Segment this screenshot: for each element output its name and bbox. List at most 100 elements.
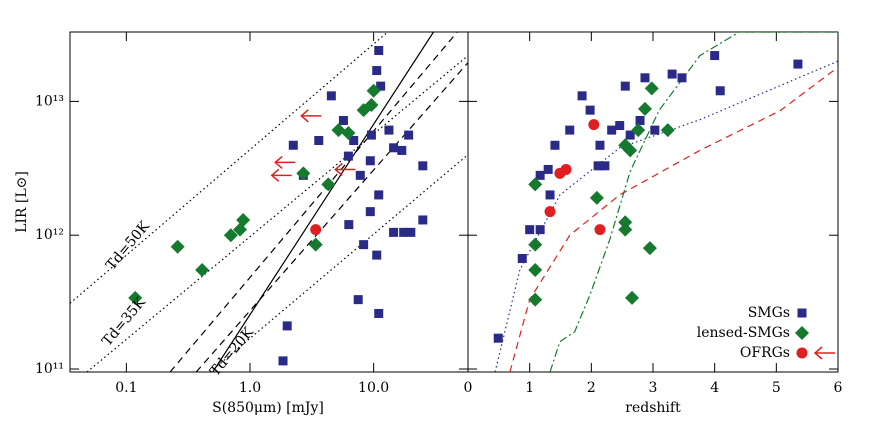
point xyxy=(310,224,322,236)
point xyxy=(623,143,638,158)
point xyxy=(525,225,535,235)
point xyxy=(710,51,720,61)
point xyxy=(544,206,556,218)
model-curve xyxy=(212,32,435,372)
point xyxy=(620,81,630,91)
x-tick-label: 4 xyxy=(710,380,719,396)
point xyxy=(223,228,238,243)
point xyxy=(607,125,617,135)
point xyxy=(528,177,543,192)
point xyxy=(660,123,675,138)
y-tick-label: 10¹¹ xyxy=(35,361,64,377)
point xyxy=(588,119,600,131)
point xyxy=(364,97,379,112)
legend-marker xyxy=(796,347,808,359)
x-tick-label: 0.1 xyxy=(115,380,137,396)
point xyxy=(288,140,298,150)
point xyxy=(577,91,587,101)
point xyxy=(326,91,336,101)
x-axis-label: S(850μm) [mJy] xyxy=(212,400,324,416)
point xyxy=(535,225,545,235)
point xyxy=(170,239,185,254)
point xyxy=(615,121,625,131)
point xyxy=(528,292,543,307)
point xyxy=(642,241,657,256)
point xyxy=(344,220,354,230)
point xyxy=(585,105,595,115)
model-curve xyxy=(86,55,468,372)
point xyxy=(793,59,803,69)
point xyxy=(595,140,605,150)
point xyxy=(376,81,386,91)
point xyxy=(128,290,143,305)
x-tick-label: 1.0 xyxy=(239,380,261,396)
point xyxy=(528,237,543,252)
plot-area xyxy=(70,32,468,372)
point xyxy=(644,81,659,96)
point xyxy=(338,115,348,125)
x-tick-label: 2 xyxy=(587,380,596,396)
legend-marker xyxy=(813,346,835,360)
point xyxy=(374,308,384,318)
point xyxy=(493,333,503,343)
point xyxy=(404,130,414,140)
upper-limit-arrow xyxy=(300,109,322,123)
point xyxy=(397,145,407,155)
point xyxy=(232,222,247,237)
point xyxy=(343,151,353,161)
point xyxy=(341,126,356,141)
upper-limit-arrow xyxy=(334,162,356,177)
point xyxy=(359,240,369,250)
point xyxy=(589,190,604,205)
y-tick-label: 10¹³ xyxy=(35,93,64,109)
point xyxy=(650,125,660,135)
annotation: Td=50K xyxy=(103,218,153,273)
point xyxy=(406,227,416,237)
y-axis-label: LIR [L⊙] xyxy=(14,171,30,233)
point xyxy=(517,253,527,263)
point xyxy=(677,73,687,83)
point xyxy=(535,170,545,180)
point xyxy=(349,136,359,146)
x-axis-label: redshift xyxy=(625,400,681,416)
point xyxy=(353,295,363,305)
x-tick-label: 3 xyxy=(649,380,658,396)
legend-label: lensed-SMGs xyxy=(697,325,790,341)
point xyxy=(594,224,606,236)
point xyxy=(545,190,555,200)
point xyxy=(565,125,575,135)
point xyxy=(366,130,376,140)
legend-label: SMGs xyxy=(748,305,790,321)
x-tick-label: 10.0 xyxy=(358,380,389,396)
point xyxy=(365,207,375,217)
point xyxy=(389,143,399,153)
point xyxy=(528,262,543,277)
upper-limit-arrow xyxy=(270,168,292,182)
point xyxy=(374,190,384,200)
point xyxy=(366,83,381,98)
legend-marker xyxy=(795,326,809,340)
point xyxy=(418,215,428,225)
point xyxy=(593,161,603,171)
x-tick-label: 0 xyxy=(464,380,473,396)
point xyxy=(321,177,336,192)
point xyxy=(550,140,560,150)
point xyxy=(372,250,382,260)
point xyxy=(314,136,324,146)
point xyxy=(600,161,610,171)
point xyxy=(637,101,652,116)
point xyxy=(631,123,646,138)
upper-limit-arrow xyxy=(274,155,296,169)
point xyxy=(308,237,323,252)
point xyxy=(278,356,288,366)
legend-label: OFRGs xyxy=(740,345,790,361)
model-curve xyxy=(549,32,838,372)
point xyxy=(667,69,677,79)
point xyxy=(635,115,645,125)
point xyxy=(195,262,210,277)
point xyxy=(625,290,640,305)
point xyxy=(296,166,311,181)
point xyxy=(384,125,394,135)
point xyxy=(543,164,553,174)
